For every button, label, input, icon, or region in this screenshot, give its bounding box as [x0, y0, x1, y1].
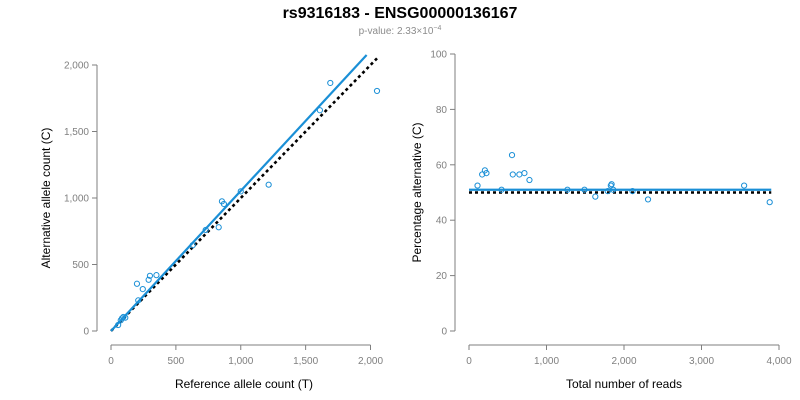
- p-value-label: p-value: 2.33×10: [358, 26, 434, 37]
- data-point: [479, 171, 486, 178]
- x-axis-label: Total number of reads: [566, 377, 682, 391]
- data-point: [592, 193, 599, 200]
- data-point: [608, 181, 615, 188]
- data-point: [604, 188, 611, 195]
- data-point: [526, 176, 533, 184]
- data-point: [122, 314, 129, 321]
- data-point: [516, 171, 523, 178]
- right-plot: 0 1,000 2,000 3,000 4,000 0 20 40 60 80 100 Total n…: [410, 50, 792, 392]
- x-tick-label: 500: [168, 356, 185, 367]
- data-point: [115, 321, 122, 329]
- data-point: [153, 272, 160, 279]
- y-tick-label: 0: [441, 327, 447, 338]
- y-tick-label: 100: [430, 50, 447, 61]
- y-axis-label: Alternative allele count (C): [39, 128, 53, 269]
- y-tick-label: 1,500: [64, 127, 89, 138]
- data-point: [509, 171, 516, 178]
- data-point: [741, 182, 748, 189]
- y-tick-label: 0: [83, 327, 89, 338]
- y-axis-label: Percentage alternative (C): [410, 122, 424, 262]
- data-point: [146, 272, 154, 279]
- x-tick-label: 0: [466, 356, 472, 367]
- data-point: [133, 280, 141, 287]
- data-point: [564, 186, 571, 193]
- data-point: [316, 107, 324, 114]
- x-tick-label: 1,000: [228, 356, 253, 367]
- y-tick-label: 2,000: [64, 61, 89, 72]
- x-tick-label: 2,000: [611, 356, 636, 367]
- data-point: [581, 186, 588, 193]
- data-point: [118, 315, 126, 322]
- data-point: [145, 276, 152, 283]
- y-tick-label: 40: [436, 216, 448, 227]
- data-point: [508, 152, 516, 159]
- data-point: [237, 188, 244, 195]
- data-point: [202, 226, 209, 234]
- y-tick-label: 1,000: [64, 194, 89, 205]
- data-point: [220, 200, 227, 208]
- data-point: [498, 186, 505, 193]
- data-point: [610, 186, 617, 193]
- data-point: [135, 297, 142, 304]
- data-point: [215, 224, 222, 231]
- x-axis-label: Reference allele count (T): [175, 377, 313, 391]
- reference-line: [110, 57, 378, 332]
- y-tick-label: 500: [72, 260, 89, 271]
- data-point: [327, 79, 334, 87]
- chart-title: rs9316183 - ENSG00000136167: [282, 5, 518, 22]
- data-point: [766, 199, 773, 206]
- x-tick-label: 4,000: [766, 356, 791, 367]
- x-tick-label: 1,000: [534, 356, 559, 367]
- data-point: [483, 170, 490, 177]
- x-tick-label: 3,000: [689, 356, 714, 367]
- chart-subtitle: p-value: 2.33×10−4: [0, 25, 800, 37]
- y-tick-label: 20: [436, 271, 448, 282]
- data-point: [139, 286, 146, 293]
- y-tick-label: 60: [436, 160, 448, 171]
- data-point: [521, 170, 528, 177]
- x-tick-label: 0: [108, 356, 114, 367]
- data-point: [629, 188, 636, 195]
- y-tick-label: 80: [436, 105, 448, 116]
- p-value-exponent: −4: [433, 25, 442, 32]
- data-point: [265, 181, 272, 188]
- data-point: [644, 196, 652, 203]
- x-tick-label: 1,500: [293, 356, 318, 367]
- data-point: [189, 242, 196, 249]
- data-point: [474, 182, 481, 189]
- x-tick-label: 2,000: [358, 356, 383, 367]
- data-point: [373, 87, 381, 95]
- left-plot: 0 500 1,000 1,500 2,000 0 500 1,000 1,500 2,000 Re…: [39, 54, 383, 391]
